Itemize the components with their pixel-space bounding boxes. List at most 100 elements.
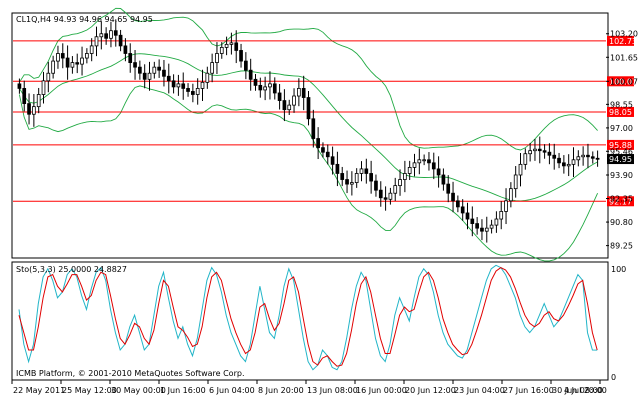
time-tick-label: 30 Jun 08:00: [552, 386, 603, 395]
candle-body: [51, 60, 55, 74]
candle-body: [513, 174, 518, 190]
candle-body: [113, 30, 118, 36]
candle-body: [518, 163, 523, 176]
time-tick-label: 13 Jun 08:00: [307, 386, 358, 395]
candle-body: [253, 78, 258, 86]
candle-body: [32, 106, 36, 115]
candle-body: [118, 34, 123, 47]
candle-body: [99, 33, 104, 38]
price-tick-label: 90.80: [610, 218, 633, 227]
candle-body: [70, 62, 75, 68]
candle-body: [239, 50, 243, 62]
time-tick-label: 1 Jun 16:00: [160, 386, 206, 395]
candle-body: [494, 218, 499, 226]
bb-upper-line: [19, 7, 598, 151]
candle-body: [378, 189, 383, 199]
price-tick-label: 95.46: [610, 147, 633, 156]
candle-body: [446, 183, 451, 194]
candle-body: [109, 30, 113, 39]
time-tick-label: 6 Jun 04:00: [209, 386, 255, 395]
candle-body: [470, 218, 475, 224]
oscillator-panel[interactable]: [11, 261, 609, 381]
candle-body: [552, 154, 557, 159]
level-label-box: [607, 35, 634, 46]
candle-body: [398, 179, 402, 187]
candle-body: [441, 174, 446, 185]
candle-body: [123, 45, 128, 54]
candle-body: [523, 153, 528, 165]
candle-body: [17, 83, 22, 89]
price-tick-label: 93.90: [610, 171, 633, 180]
candle-body: [224, 43, 229, 48]
candle-body: [557, 157, 561, 164]
price-tick-label: 97.00: [610, 124, 633, 133]
candle-body: [417, 159, 422, 164]
candle-body: [147, 72, 152, 80]
candle-body: [142, 72, 147, 80]
candle-body: [465, 212, 470, 220]
bollinger-bands: [18, 7, 599, 262]
level-label: 95.88: [609, 141, 632, 150]
candle-body: [282, 100, 287, 111]
candle-body: [65, 57, 70, 68]
candle-body: [104, 33, 108, 39]
candle-body: [22, 88, 27, 105]
candle-body: [533, 148, 537, 152]
time-tick-label: 20 Jun 12:00: [405, 386, 456, 395]
candle-body: [157, 66, 161, 71]
time-tick-label: 4 Jul 20:00: [564, 386, 607, 395]
candle-body: [36, 94, 41, 108]
horizontal-levels: 102.73 100.07 98.05 95.88 92.17 94.95: [13, 35, 637, 207]
candle-body: [263, 86, 267, 91]
candle-body: [586, 154, 590, 158]
candle-body: [499, 211, 504, 220]
candle-body: [330, 156, 335, 165]
candle-body: [215, 53, 219, 63]
candle-body: [181, 83, 186, 89]
candle-body: [56, 53, 60, 62]
candle-body: [219, 47, 224, 54]
candle-body: [292, 95, 296, 106]
time-tick-label: 27 Jun 16:00: [503, 386, 554, 395]
candle-body: [403, 173, 407, 180]
bb-middle-line: [19, 53, 598, 202]
candle-body: [528, 150, 532, 155]
candle-body: [566, 163, 571, 167]
oscillator-tick-100: 100: [611, 265, 626, 274]
time-tick-label: 22 May 2011: [13, 386, 65, 395]
candle-body: [489, 224, 494, 229]
candle-body: [374, 180, 378, 191]
price-tick-label: 92.35: [610, 195, 633, 204]
candle-body: [590, 156, 595, 159]
candle-body: [456, 200, 460, 208]
candle-body: [268, 83, 272, 88]
price-tick-label: 89.25: [610, 242, 633, 251]
candle-body: [422, 159, 426, 162]
candle-body: [89, 45, 94, 54]
candle-body: [571, 159, 576, 165]
price-panel[interactable]: [11, 12, 609, 259]
candle-body: [321, 147, 325, 153]
candle-body: [287, 104, 292, 111]
price-tick-label: 103.20: [610, 30, 638, 39]
candle-body: [388, 192, 393, 200]
time-tick-label: 30 May 00:00: [111, 386, 166, 395]
candle-body: [195, 88, 200, 95]
time-tick-label: 16 Jun 00:00: [356, 386, 407, 395]
candle-body: [542, 150, 547, 153]
candle-body: [234, 42, 239, 51]
candle-body: [191, 91, 195, 95]
candle-body: [345, 179, 349, 185]
level-label-box: [607, 196, 634, 207]
stochastic-signal-line: [18, 267, 598, 367]
candle-body: [340, 173, 345, 180]
candle-body: [359, 168, 364, 174]
candle-body: [484, 227, 489, 232]
candle-body: [94, 36, 99, 47]
candle-body: [581, 154, 585, 158]
candle-body: [595, 157, 600, 160]
price-tick-label: 101.65: [610, 53, 638, 62]
candle-body: [306, 97, 311, 120]
